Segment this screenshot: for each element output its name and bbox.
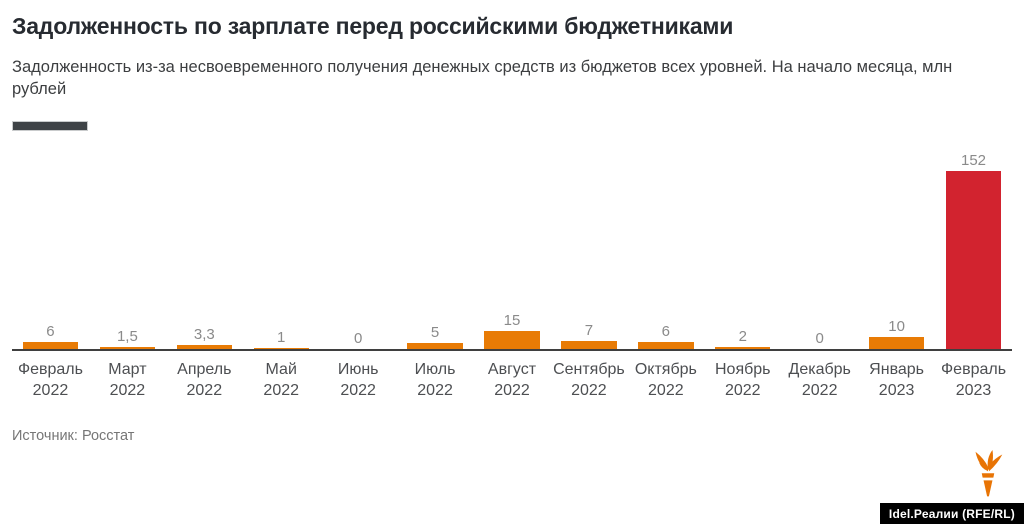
bar-column: 0	[781, 142, 858, 349]
x-axis-tick-label: Август 2022	[474, 359, 551, 401]
tick-line: 2022	[32, 382, 69, 400]
tick-line: Май	[265, 361, 297, 379]
bar-value-label: 5	[430, 324, 440, 342]
x-axis-tick-label: Апрель 2022	[166, 359, 243, 401]
bar-column: 6	[12, 142, 89, 350]
bar-value-label: 15	[503, 312, 521, 330]
tick-line: Октябрь	[634, 361, 697, 379]
bar	[407, 343, 463, 350]
bar-value-label: 1,5	[116, 328, 138, 346]
tick-line: Июль	[414, 361, 456, 379]
tick-line: 2022	[186, 382, 223, 400]
bar	[22, 342, 79, 350]
bar	[868, 337, 925, 350]
bar-chart: 6 1,5 3,3 1 0 5 15 7 6 2 0 10 152 Февраль 2022 Март 202…	[12, 142, 1012, 401]
tick-line: Февраль	[17, 361, 83, 379]
legend-swatch	[12, 121, 88, 132]
chart-header: Задолженность по зарплате перед российск…	[0, 0, 1024, 100]
bar	[945, 171, 1002, 350]
tick-line: 2022	[263, 382, 300, 400]
x-axis-tick-label: Июль 2022	[397, 359, 474, 401]
bar-column: 1	[243, 142, 320, 350]
x-axis-tick-label: Ноябрь 2022	[704, 359, 781, 401]
bar-column: 15	[474, 142, 551, 350]
tick-line: Ноябрь	[715, 361, 771, 379]
x-axis-tick-label: Октябрь 2022	[627, 359, 704, 401]
bar-column: 6	[627, 142, 704, 350]
tick-line: 2022	[340, 382, 376, 400]
x-axis-tick-label: Февраль 2022	[12, 359, 89, 401]
bar-value-label: 6	[46, 323, 55, 341]
rfe-rl-torch-icon	[975, 450, 1003, 497]
bar	[715, 347, 771, 350]
bar-value-label: 1	[277, 329, 286, 347]
chart-subtitle: Задолженность из-за несвоевременного пол…	[12, 57, 953, 99]
tick-line: Август	[487, 361, 537, 379]
bar-column: 1,5	[89, 142, 166, 350]
credit-text: Idel.Реалии (RFE/RL)	[888, 506, 1015, 521]
x-axis-tick-label: Февраль 2023	[935, 359, 1012, 401]
bar-value-label: 7	[584, 322, 594, 340]
tick-line: Июнь	[337, 361, 379, 379]
tick-line: Сентябрь	[553, 361, 625, 379]
bar-column: 10	[858, 142, 935, 350]
tick-line: Апрель	[177, 361, 232, 379]
bar-value-label: 0	[353, 330, 363, 348]
x-axis-tick-label: Январь 2023	[858, 359, 935, 401]
bar-column: 2	[704, 142, 781, 350]
tick-line: 2022	[494, 382, 530, 400]
tick-line: 2023	[955, 382, 992, 400]
bar	[253, 348, 309, 350]
bar-value-label: 2	[738, 328, 747, 346]
bar-value-label: 152	[961, 152, 987, 170]
tick-line: 2022	[648, 382, 684, 400]
bar-value-label: 10	[888, 318, 905, 336]
x-axis-tick-label: Сентябрь 2022	[550, 359, 627, 401]
bar	[638, 342, 694, 350]
bar-value-label: 3,3	[193, 326, 215, 344]
bar	[561, 341, 617, 350]
tick-line: 2022	[417, 382, 453, 400]
x-axis-labels: Февраль 2022 Март 2022 Апрель 2022 Май 2022 Июнь…	[12, 351, 1012, 401]
credit-badge: Idel.Реалии (RFE/RL)	[879, 503, 1024, 524]
tick-line: Февраль	[941, 361, 1007, 379]
plot-area: 6 1,5 3,3 1 0 5 15 7 6 2 0 10 152	[12, 142, 1012, 352]
torch-body	[981, 473, 995, 497]
page-title: Задолженность по зарплате перед российск…	[12, 13, 734, 39]
tick-line: 2022	[109, 382, 146, 400]
tick-line: 2022	[724, 382, 761, 400]
bar-column: 5	[397, 142, 474, 350]
tick-line: 2022	[801, 382, 838, 400]
torch-flame	[975, 450, 1003, 472]
x-axis-tick-label: Декабрь 2022	[781, 359, 858, 401]
bar	[176, 345, 232, 350]
bar	[99, 347, 156, 350]
bar-value-label: 0	[815, 330, 824, 348]
tick-line: Январь	[869, 361, 925, 379]
x-axis-tick-label: Март 2022	[89, 359, 166, 401]
bar-column: 152	[935, 142, 1012, 350]
tick-line: Декабрь	[788, 361, 851, 379]
tick-line: 2023	[878, 382, 915, 400]
x-axis-tick-label: Май 2022	[243, 359, 320, 401]
bar-value-label: 6	[661, 323, 670, 341]
bar-column: 3,3	[166, 142, 243, 350]
bar-column: 7	[550, 142, 627, 350]
source-note: Источник: Росстат	[12, 428, 135, 444]
bar-column: 0	[320, 142, 397, 349]
bar	[484, 331, 540, 350]
tick-line: Март	[108, 361, 147, 379]
x-axis-tick-label: Июнь 2022	[320, 359, 397, 401]
tick-line: 2022	[571, 382, 607, 400]
